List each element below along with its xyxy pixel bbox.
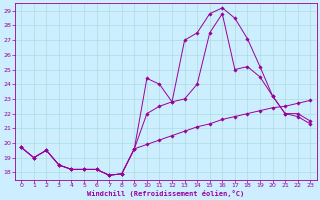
X-axis label: Windchill (Refroidissement éolien,°C): Windchill (Refroidissement éolien,°C) — [87, 190, 244, 197]
